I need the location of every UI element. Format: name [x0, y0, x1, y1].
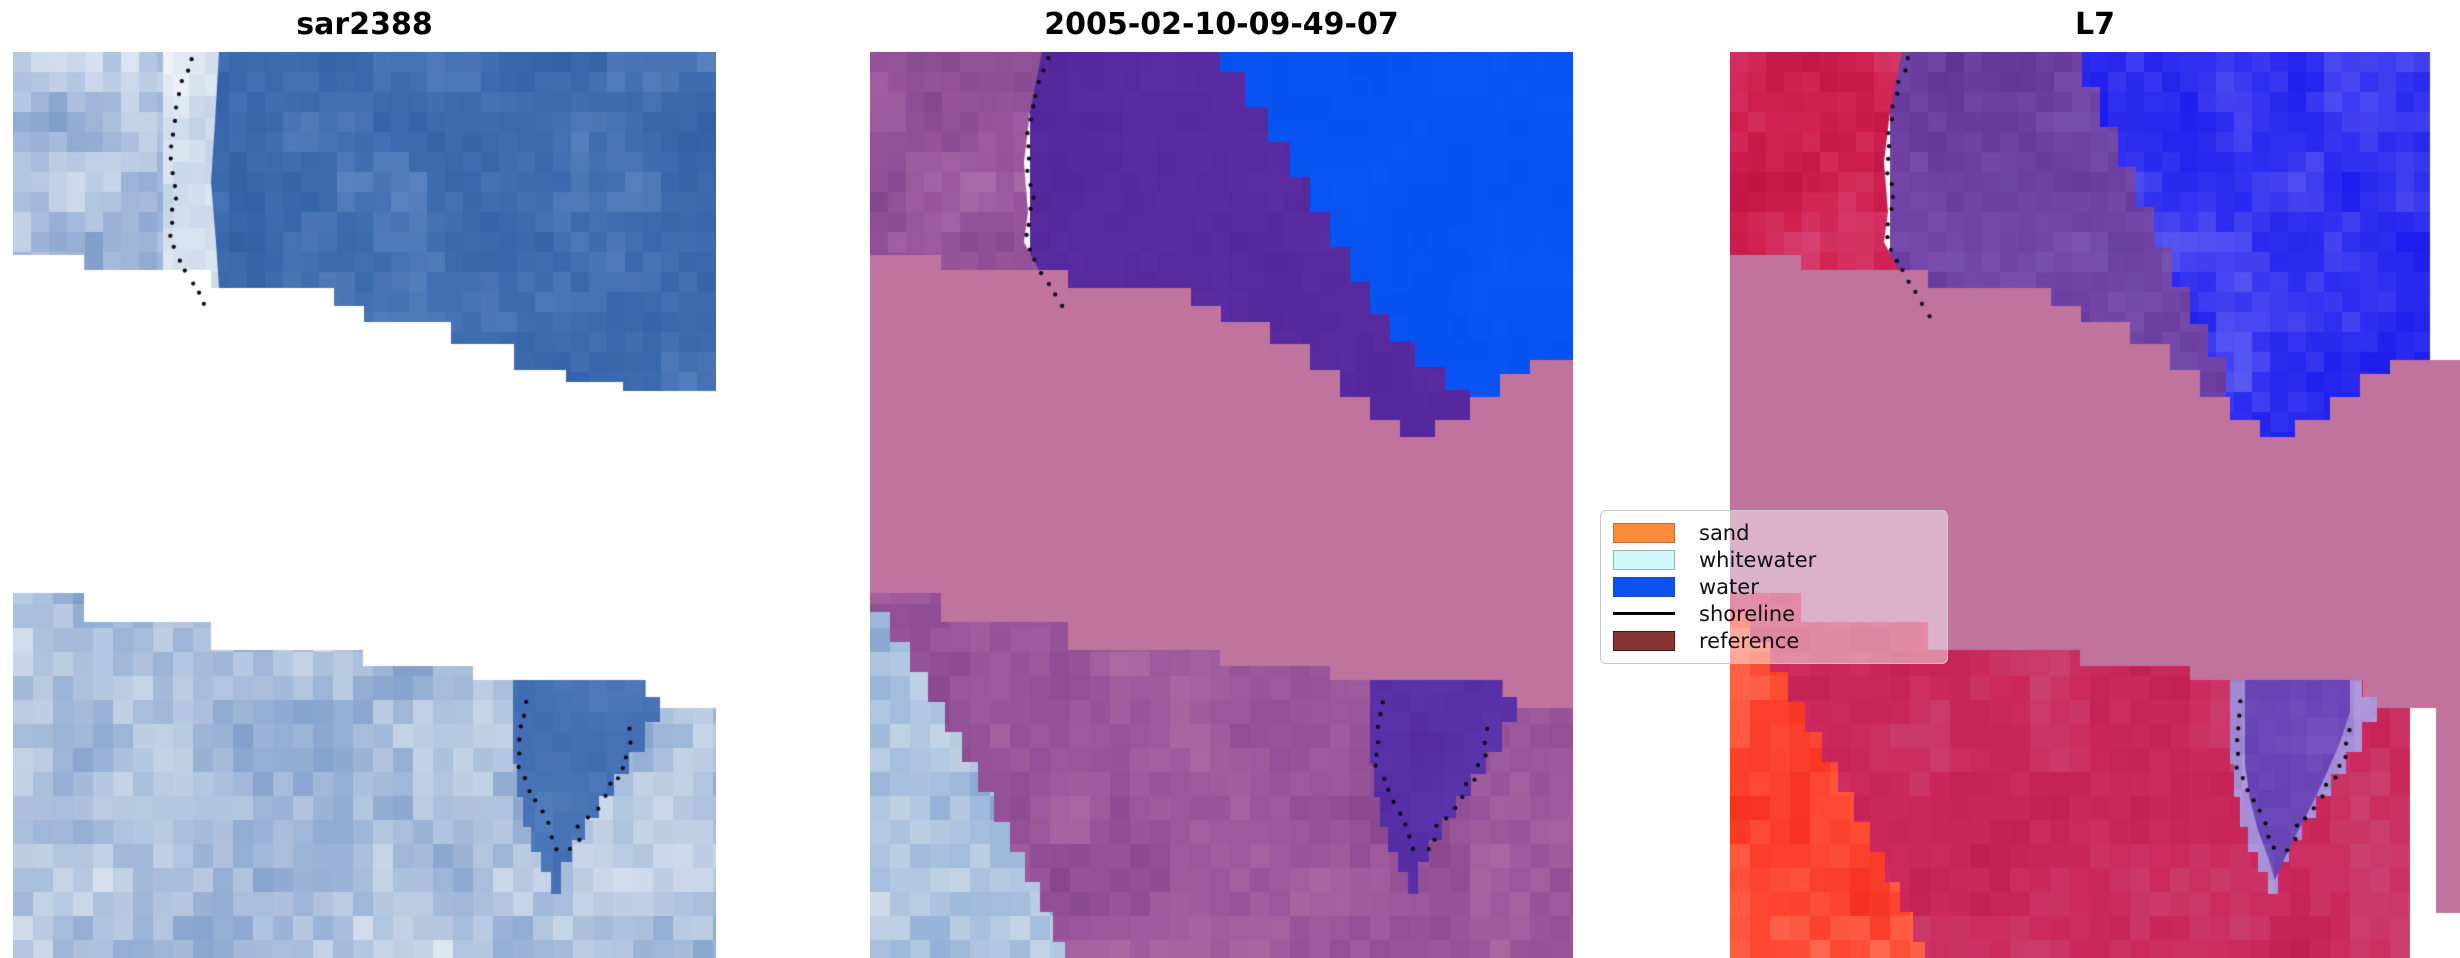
l7-image-panel — [1730, 52, 2460, 958]
legend-label: sand — [1699, 521, 1750, 546]
legend-entry-water: water — [1613, 574, 1935, 601]
legend: sand whitewater water shoreline reference — [1600, 510, 1948, 664]
sar-image-panel — [13, 52, 716, 958]
legend-patch-whitewater-icon — [1613, 550, 1675, 571]
panel-title-classified: 2005-02-10-09-49-07 — [1044, 7, 1399, 42]
legend-patch-sand-icon — [1613, 523, 1675, 544]
legend-entry-sand: sand — [1613, 520, 1935, 547]
legend-entry-shoreline: shoreline — [1613, 600, 1935, 627]
legend-entry-reference: reference — [1613, 627, 1935, 654]
legend-patch-reference-icon — [1613, 630, 1675, 651]
panel-title-l7: L7 — [2075, 7, 2115, 42]
panel-title-sar: sar2388 — [296, 7, 433, 42]
classified-image-panel — [870, 52, 1573, 958]
legend-entry-whitewater: whitewater — [1613, 547, 1935, 574]
legend-label: whitewater — [1699, 548, 1817, 573]
legend-label: water — [1699, 574, 1759, 599]
legend-label: shoreline — [1699, 601, 1796, 626]
legend-line-shoreline-icon — [1613, 612, 1675, 616]
legend-label: reference — [1699, 628, 1800, 653]
legend-patch-water-icon — [1613, 576, 1675, 597]
